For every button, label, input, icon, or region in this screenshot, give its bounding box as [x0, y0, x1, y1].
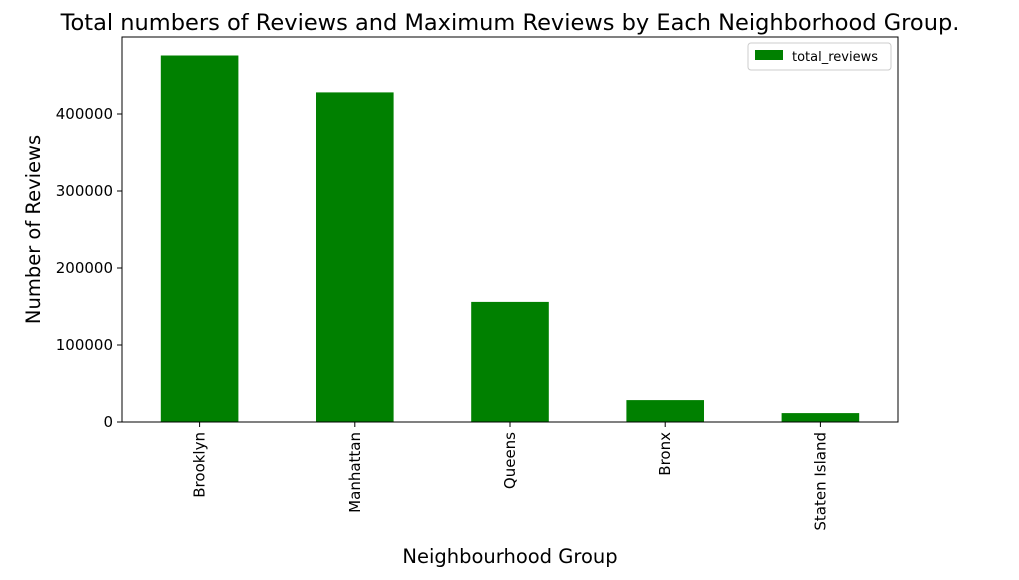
y-axis-label: Number of Reviews	[22, 135, 45, 324]
legend-frame	[747, 42, 892, 71]
x-axis: Brooklyn Manhattan Queens Bronx Staten Islan…	[191, 422, 829, 531]
legend-swatch	[755, 50, 783, 60]
bar-bronx	[626, 400, 704, 422]
x-tick-label: Manhattan	[346, 432, 364, 513]
bars-group	[160, 55, 860, 423]
x-tick-label: Staten Island	[811, 432, 829, 531]
y-tick-label: 200000	[56, 259, 113, 277]
legend: total_reviews	[747, 42, 892, 71]
y-tick-label: 400000	[56, 105, 113, 123]
y-tick-label: 100000	[56, 336, 113, 354]
bar-queens	[471, 301, 549, 422]
chart-title: Total numbers of Reviews and Maximum Rev…	[60, 10, 960, 36]
y-axis: 0 100000 200000 300000 400000	[56, 105, 122, 431]
x-axis-label: Neighbourhood Group	[402, 545, 617, 568]
x-tick-label: Queens	[501, 432, 519, 489]
y-tick-label: 300000	[56, 182, 113, 200]
plot-frame	[121, 36, 899, 423]
y-tick-label: 0	[103, 413, 113, 431]
bar-manhattan	[316, 92, 394, 423]
x-tick-label: Bronx	[656, 432, 674, 476]
bar-brooklyn	[160, 55, 239, 422]
x-tick-label: Brooklyn	[191, 432, 209, 498]
legend-label: total_reviews	[792, 50, 878, 65]
bar-staten-island	[781, 413, 860, 422]
